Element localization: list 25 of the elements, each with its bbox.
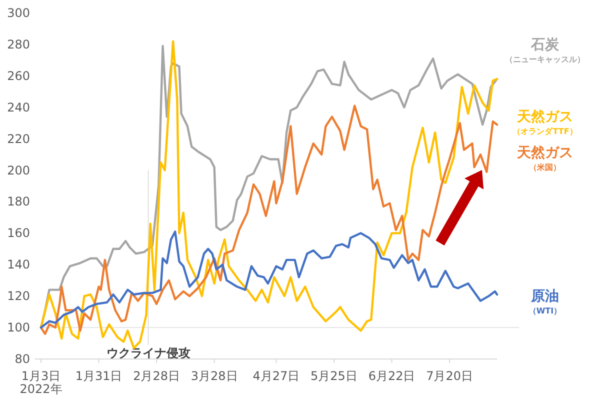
y-tick-label: 180 (7, 194, 30, 209)
label-series: 天然ガス（米国） (517, 145, 573, 172)
y-tick-label: 100 (7, 320, 30, 335)
y-tick-label: 140 (7, 258, 30, 272)
y-tick-label: 280 (7, 37, 30, 52)
y-tick-label: 120 (7, 289, 30, 304)
y-tick-label: 300 (7, 6, 30, 20)
x-tick-label: 2月28日 (133, 369, 180, 383)
y-tick-label: 260 (7, 68, 30, 83)
x-tick-label: 1月31日 (75, 369, 122, 383)
label-series: 天然ガス（オランダTTF） (512, 109, 578, 136)
y-tick-label: 200 (7, 163, 30, 178)
label-series: 原油（WTI） (528, 288, 562, 316)
x-tick-label: 6月22日 (368, 369, 416, 383)
ref-line-label: ウクライナ侵攻 (106, 346, 190, 360)
y-tick-label: 80 (14, 352, 30, 366)
y-tick-label: 160 (7, 226, 30, 240)
x-tick-label: 3月28日 (190, 369, 238, 383)
x-tick-label: 1月3日 2022年 (20, 369, 62, 395)
x-tick-label: 4月27日 (252, 369, 300, 383)
y-tick-label: 240 (7, 100, 30, 114)
y-tick-label: 220 (7, 132, 30, 146)
x-tick-label: 7月20日 (426, 369, 473, 383)
label-series: 石炭（ニューキャッスル） (505, 37, 585, 64)
x-tick-label: 5月25日 (310, 369, 358, 383)
